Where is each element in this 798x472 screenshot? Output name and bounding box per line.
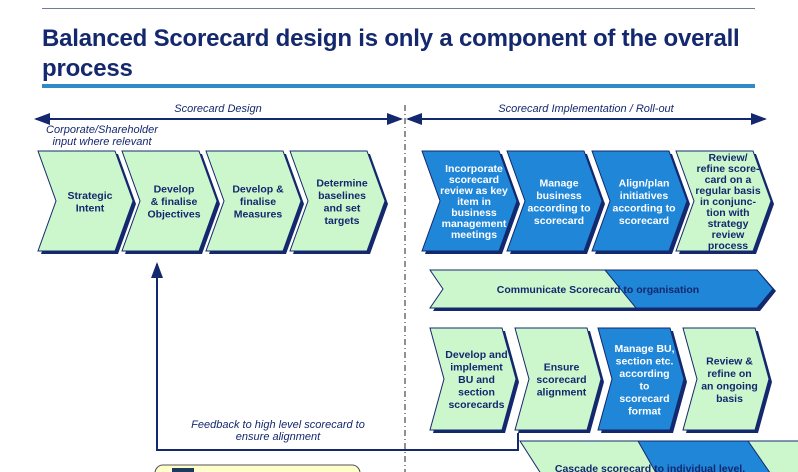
- implementation-step-4-text: in conjunc-: [700, 196, 757, 208]
- design-step-2-text: Develop: [154, 184, 195, 196]
- design-step-3-text: finalise: [240, 196, 276, 208]
- communicate-band: Communicate Scorecard to organisation: [429, 269, 776, 311]
- page-title: Balanced Scorecard design is only a comp…: [42, 25, 740, 82]
- implementation-step-3-text: scorecard: [619, 215, 669, 227]
- implementation-step-4-text: process: [708, 240, 748, 252]
- corporate-note-2: input where relevant: [52, 136, 152, 148]
- title-underline: [42, 84, 755, 88]
- design-step-2-text: & finalise: [151, 196, 198, 208]
- implementation-step-3-text: initiatives: [620, 190, 669, 202]
- design-step-3-text: Measures: [234, 209, 283, 221]
- implementation-step-4-text: regular basis: [695, 185, 761, 197]
- feedback-arrow: [151, 262, 519, 451]
- bu-step-3: Manage BU,section etc.accordingtoscoreca…: [597, 327, 687, 433]
- bu-step-2-text: alignment: [537, 387, 587, 399]
- implementation-step-4-text: refine score-: [696, 163, 760, 175]
- cascade-band: Cascade scorecard to individual level.: [519, 440, 798, 472]
- legend-box: [154, 464, 361, 472]
- bu-step-4-text: basis: [716, 393, 743, 405]
- implementation-step-1-text: scorecard: [449, 174, 499, 186]
- design-step-1-text: Strategic: [68, 190, 113, 202]
- bu-step-3-text: scorecard: [619, 393, 669, 405]
- design-step-4-text: targets: [324, 215, 359, 227]
- bu-step-1-text: implement: [450, 362, 503, 374]
- bu-step-1-text: scorecards: [448, 399, 504, 411]
- implementation-step-1-text: Incorporate: [445, 163, 503, 175]
- implementation-step-4-text: tion with: [706, 207, 749, 219]
- bu-step-4-text: refine on: [707, 368, 751, 380]
- bu-step-3-text: to: [640, 380, 650, 392]
- phase-implementation-label: Scorecard Implementation / Roll-out: [498, 103, 674, 115]
- legend-swatch: [172, 468, 194, 472]
- implementation-step-1-text: management: [442, 218, 507, 230]
- phase-design-label: Scorecard Design: [174, 103, 261, 115]
- bu-step-3-text: according: [619, 368, 669, 380]
- design-step-3-text: Develop &: [232, 184, 284, 196]
- bu-step-2-text: Ensure: [544, 362, 580, 374]
- top-rule: [42, 8, 755, 9]
- bu-step-3-text: Manage BU,: [614, 343, 674, 355]
- communicate-label: Communicate Scorecard to organisation: [497, 284, 699, 296]
- implementation-step-3-text: according to: [612, 202, 675, 214]
- implementation-step-1-text: item in: [457, 196, 491, 208]
- cascade-label: Cascade scorecard to individual level.: [555, 463, 745, 472]
- implementation-step-4-text: card on a: [705, 174, 752, 186]
- bu-step-1-text: BU and: [458, 374, 495, 386]
- implementation-step-2-text: Manage: [539, 177, 578, 189]
- bu-step-1-text: Develop and: [445, 349, 507, 361]
- implementation-step-1-text: review as key: [440, 185, 508, 197]
- implementation-step-1-text: meetings: [451, 229, 497, 241]
- implementation-step-4-text: review: [712, 229, 746, 241]
- bu-step-4-text: Review &: [706, 355, 753, 367]
- implementation-step-4-text: strategy: [708, 218, 749, 230]
- design-step-1-text: Intent: [76, 202, 105, 214]
- design-step-4-text: baselines: [318, 190, 366, 202]
- design-step-4-text: and set: [324, 202, 361, 214]
- implementation-step-3-text: Align/plan: [619, 177, 670, 189]
- design-step-4-text: Determine: [316, 177, 368, 189]
- bu-step-2-text: scorecard: [536, 374, 586, 386]
- implementation-step-2-text: according to: [527, 202, 590, 214]
- implementation-step-2-text: business: [536, 190, 582, 202]
- bu-step-1-text: section: [458, 387, 495, 399]
- bu-step-3-text: section etc.: [616, 355, 674, 367]
- implementation-step-4-text: Review/: [708, 152, 747, 164]
- feedback-note-1: Feedback to high level scorecard to: [191, 419, 365, 431]
- bu-step-3-text: format: [628, 405, 661, 417]
- implementation-step-2-text: scorecard: [534, 215, 584, 227]
- design-step-2-text: Objectives: [147, 209, 200, 221]
- corporate-note-1: Corporate/Shareholder: [46, 124, 159, 136]
- implementation-step-1-text: business: [451, 207, 497, 219]
- feedback-note-2: ensure alignment: [236, 431, 321, 443]
- bu-step-4-text: an ongoing: [701, 380, 758, 392]
